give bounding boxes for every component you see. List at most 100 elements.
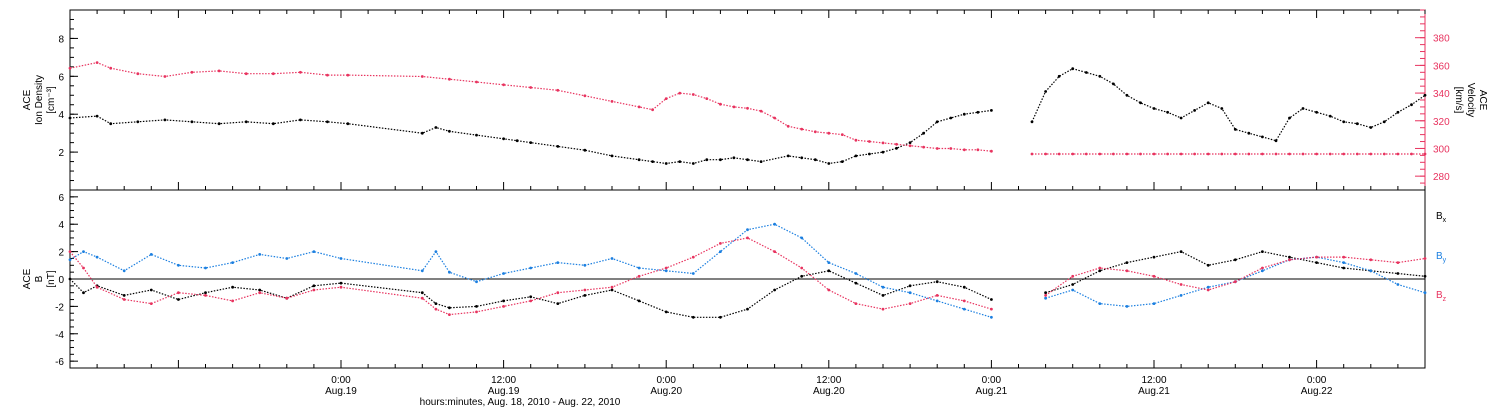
bottom-series-1-point xyxy=(204,266,207,270)
bottom-series-2-point xyxy=(177,291,180,295)
bottom-series-0-point xyxy=(258,288,262,292)
x-axis-label: hours:minutes, Aug. 18, 2010 - Aug. 22, … xyxy=(420,397,621,408)
bottom-series-0-point xyxy=(68,277,72,281)
top-series-0-point xyxy=(217,122,221,126)
bottom-series-0-point xyxy=(434,302,438,305)
bottom-series-1-point xyxy=(312,250,316,254)
top-series-0-point xyxy=(1410,103,1413,107)
top-series-0-point xyxy=(949,116,953,120)
top-series-1-point xyxy=(326,73,329,77)
top-series-1-point xyxy=(759,109,763,113)
bottom-series-1-point xyxy=(719,250,722,254)
top-series-1-point xyxy=(922,145,925,149)
top-series-1-point xyxy=(1125,152,1129,156)
bottom-series-0-point xyxy=(231,285,235,289)
bottom-left-tick-label: -4 xyxy=(55,330,64,341)
top-series-0-point xyxy=(1382,120,1386,124)
bottom-left-tick-label: -2 xyxy=(55,302,64,313)
top-series-0-point xyxy=(1423,93,1427,97)
top-series-0-point xyxy=(664,162,668,165)
bottom-series xyxy=(68,222,1427,319)
top-series-1-point xyxy=(1112,152,1115,156)
top-right-tick-label: 300 xyxy=(1433,144,1450,155)
x-tick-day-label: Aug.19 xyxy=(325,386,357,397)
top-series-0-point xyxy=(475,133,478,137)
top-series-1-point xyxy=(583,94,587,98)
top-series-0-point xyxy=(299,118,302,122)
top-left-tick-label: 4 xyxy=(58,110,64,121)
top-series-0-point xyxy=(678,160,682,164)
bottom-series-2-point xyxy=(881,307,885,311)
top-series xyxy=(68,61,1427,165)
top-series-0-point xyxy=(1342,120,1346,124)
top-series-1-point xyxy=(746,106,749,110)
x-tick-time-label: 12:00 xyxy=(491,375,516,386)
bottom-series-1-point xyxy=(827,261,831,264)
bottom-series-2-point xyxy=(1261,266,1264,270)
bottom-series-1-point xyxy=(962,307,966,311)
bottom-series-2-point xyxy=(1233,280,1237,284)
x-tick-time-label: 12:00 xyxy=(1141,375,1166,386)
top-series-1-point xyxy=(664,97,668,100)
bottom-series-2-point xyxy=(1071,274,1075,278)
bottom-series-1-point xyxy=(556,261,560,264)
top-series-0-point xyxy=(502,137,505,141)
top-series-0-trace xyxy=(1031,68,1426,142)
bottom-series-2-point xyxy=(529,299,533,303)
top-series-0-point xyxy=(786,154,790,158)
bottom-series-2-point xyxy=(1179,283,1183,286)
legend-label-x: Bx xyxy=(1436,211,1447,224)
x-tick-day-label: Aug.20 xyxy=(813,386,845,397)
bottom-series-2-point xyxy=(1125,269,1129,273)
top-series-0-point xyxy=(800,156,804,160)
bottom-series-2-point xyxy=(339,285,343,289)
bottom-left-label-1: ACE xyxy=(22,268,33,289)
top-series-1 xyxy=(68,61,1427,156)
x-tick-day-label: Aug.21 xyxy=(976,386,1008,397)
top-series-0-point xyxy=(610,154,614,158)
top-series-0-point xyxy=(976,110,980,114)
top-series-1-trace xyxy=(69,61,992,152)
top-series-1-point xyxy=(691,93,695,96)
bottom-series-1-point xyxy=(339,257,343,260)
bottom-series-2-point xyxy=(773,250,776,254)
top-series-1-point xyxy=(1261,152,1264,156)
bottom-series-2-point xyxy=(854,302,858,305)
bottom-series-0-point xyxy=(1233,258,1237,262)
bottom-series-1 xyxy=(68,222,1427,319)
top-series-0-point xyxy=(109,122,113,126)
top-series-0-point xyxy=(190,120,194,124)
top-series-0-point xyxy=(1247,131,1251,135)
bottom-series-0-point xyxy=(122,294,126,297)
bottom-series-2-point xyxy=(122,298,126,301)
top-series-1-point xyxy=(475,80,478,84)
bottom-series-2-point xyxy=(312,288,316,292)
top-series-1-point xyxy=(895,142,898,146)
top-left-label-1: ACE xyxy=(22,89,33,110)
x-tick-time-label: 0:00 xyxy=(331,375,351,386)
top-series-0-point xyxy=(1139,101,1142,105)
top-series-0-point xyxy=(271,122,275,126)
top-series-0-point xyxy=(1084,71,1088,74)
bottom-series-2-point xyxy=(1098,266,1102,270)
bottom-series-0-point xyxy=(773,288,776,292)
top-series-0-point xyxy=(1328,114,1332,118)
bottom-series-0-point xyxy=(610,288,614,292)
top-series-1-point xyxy=(1423,152,1427,156)
top-series-1-point xyxy=(420,75,424,78)
top-series-0-point xyxy=(1288,116,1291,120)
bottom-series-1-point xyxy=(990,315,993,319)
bottom-series-0-point xyxy=(312,284,316,288)
bottom-series-2-point xyxy=(448,313,451,316)
bottom-series-1-point xyxy=(1369,269,1373,273)
top-series-0-point xyxy=(651,160,654,164)
bottom-series-2-point xyxy=(1206,288,1210,292)
legend-label-base: B xyxy=(1436,211,1443,222)
top-series-1-point xyxy=(1328,152,1332,156)
top-series-0-point xyxy=(1030,120,1034,124)
bottom-series-2-point xyxy=(691,255,695,259)
top-series-0-point xyxy=(854,154,858,158)
top-series-1-point xyxy=(217,69,221,73)
